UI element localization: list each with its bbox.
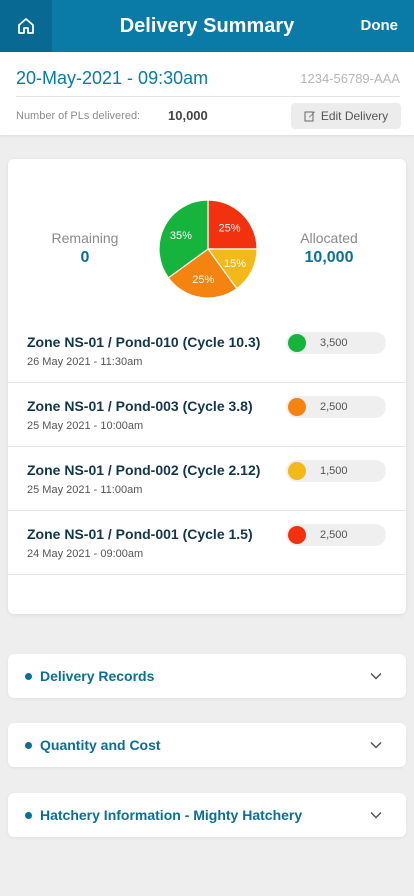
pie-slice-label: 25% [218,223,240,235]
pl-delivered-value: 10,000 [168,108,208,123]
pie-slice [158,199,209,279]
zone-title: Zone NS-01 / Pond-010 (Cycle 10.3) [27,334,261,350]
quantity-value: 2,500 [320,401,348,413]
home-icon [18,18,34,34]
edit-delivery-button[interactable]: Edit Delivery [291,103,401,129]
pie-slice [207,199,258,250]
zone-color-dot [288,462,306,480]
page-title: Delivery Summary [119,15,295,37]
quantity-value: 1,500 [320,465,348,477]
done-button[interactable]: Done [360,17,399,34]
zone-row[interactable]: Zone NS-01 / Pond-002 (Cycle 2.12) 25 Ma… [8,447,406,511]
zone-date: 25 May 2021 - 10:00am [27,420,144,432]
edit-delivery-label: Edit Delivery [320,109,389,123]
allocation-summary-card: Remaining 0 25% 15% 25% 35% Allocated 10,00… [8,159,406,614]
zone-title: Zone NS-01 / Pond-003 (Cycle 3.8) [27,398,253,414]
pie-slice-label: 15% [224,258,246,270]
chevron-down-icon[interactable] [369,808,383,822]
allocated-label: Allocated [300,230,358,246]
zone-date: 24 May 2021 - 09:00am [27,548,144,560]
quantity-badge: 1,500 [286,460,386,482]
delivery-datetime: 20-May-2021 - 09:30am [16,68,209,88]
zone-row[interactable]: Zone NS-01 / Pond-003 (Cycle 3.8) 25 May… [8,383,406,447]
remaining-label: Remaining [51,230,119,246]
delivery-info-panel: 20-May-2021 - 09:30am 1234-56789-AAA Num… [0,52,414,135]
allocation-pie-chart: 25% 15% 25% 35% [158,199,258,299]
remaining-stat: Remaining 0 [35,230,135,267]
delivery-records-section[interactable]: Delivery Records [8,654,406,698]
chevron-down-icon[interactable] [369,669,383,683]
divider [16,96,400,97]
chevron-down-icon[interactable] [369,738,383,752]
zone-title: Zone NS-01 / Pond-001 (Cycle 1.5) [27,526,253,542]
zone-date: 25 May 2021 - 11:00am [27,484,143,496]
bullet-icon [25,742,32,749]
zone-color-dot [288,526,306,544]
zone-title: Zone NS-01 / Pond-002 (Cycle 2.12) [27,462,261,478]
section-label: Hatchery Information - Mighty Hatchery [40,807,303,823]
home-button[interactable] [0,0,52,52]
section-label: Delivery Records [40,668,155,684]
quantity-value: 3,500 [320,337,348,349]
zone-list: Zone NS-01 / Pond-010 (Cycle 10.3) 26 Ma… [8,319,406,575]
pie-slice-label: 25% [192,274,214,286]
quantity-cost-section[interactable]: Quantity and Cost [8,723,406,767]
allocated-value: 10,000 [304,249,354,266]
quantity-value: 2,500 [320,529,348,541]
quantity-badge: 3,500 [286,332,386,354]
pie-slice-label: 35% [170,230,192,242]
quantity-badge: 2,500 [286,396,386,418]
pie-slice [167,248,238,299]
bullet-icon [25,812,32,819]
section-label: Quantity and Cost [40,737,161,753]
edit-icon [304,111,315,122]
quantity-badge: 2,500 [286,524,386,546]
zone-row[interactable]: Zone NS-01 / Pond-001 (Cycle 1.5) 24 May… [8,511,406,575]
zone-row[interactable]: Zone NS-01 / Pond-010 (Cycle 10.3) 26 Ma… [8,319,406,383]
delivery-reference: 1234-56789-AAA [300,71,400,86]
zone-color-dot [288,334,306,352]
top-navigation-bar: Delivery Summary Done [0,0,414,52]
bullet-icon [25,673,32,680]
remaining-value: 0 [80,249,90,266]
zone-date: 26 May 2021 - 11:30am [27,356,143,368]
allocated-stat: Allocated 10,000 [279,230,379,267]
pl-delivered-label: Number of PLs delivered: [16,110,141,122]
zone-color-dot [288,398,306,416]
hatchery-information-section[interactable]: Hatchery Information - Mighty Hatchery [8,793,406,837]
